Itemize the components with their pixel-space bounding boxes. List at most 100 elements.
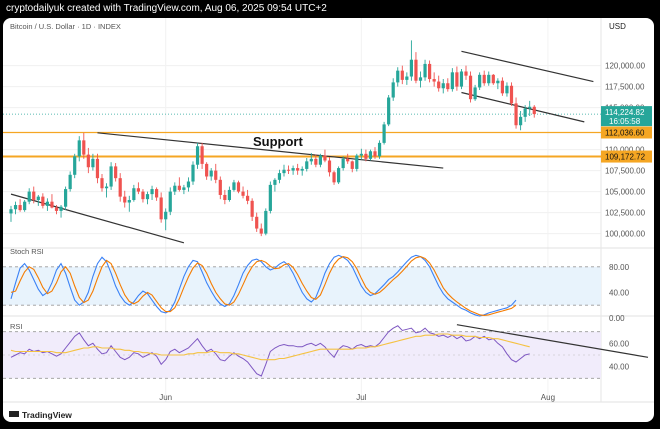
candle-body	[241, 191, 245, 196]
candle-body	[118, 178, 122, 197]
candle-body	[414, 59, 418, 81]
tv-brand: TradingView	[22, 410, 72, 420]
candle-body	[41, 196, 45, 206]
candle-body	[259, 228, 263, 234]
candle-body	[286, 169, 291, 171]
candle-body	[355, 155, 359, 169]
candle-body	[64, 189, 68, 207]
top-caption-bar: cryptodailyuk created with TradingView.c…	[0, 0, 660, 18]
candle-body	[282, 169, 286, 174]
candle-body	[519, 116, 523, 126]
support-annotation: Support	[253, 134, 303, 149]
candle-body	[236, 182, 241, 192]
price-tick-label: 105,000.00	[605, 188, 646, 197]
candle-body	[195, 146, 200, 165]
candle-body	[337, 168, 341, 183]
candle-body	[164, 211, 168, 220]
price-tick-label: 120,000.00	[605, 62, 646, 71]
candle-body	[532, 106, 536, 115]
candle-body	[250, 200, 254, 217]
candle-body	[246, 195, 250, 201]
candle-body	[9, 209, 13, 214]
stoch-tick-label: 0.00	[609, 314, 625, 323]
caption-text: cryptodailyuk created with TradingView.c…	[6, 3, 327, 14]
rsi-title: RSI	[10, 322, 23, 331]
last-price-label: 114,224.82	[605, 108, 645, 117]
candle-body	[68, 174, 72, 190]
candle-body	[505, 85, 509, 94]
price-tick-label: 117,500.00	[605, 83, 645, 92]
candle-body	[432, 79, 436, 82]
candle-body	[377, 142, 382, 157]
support-price-label: 109,172.72	[605, 153, 646, 162]
candle-body	[132, 188, 136, 200]
candle-body	[296, 168, 300, 171]
candle-body	[45, 201, 49, 206]
rsi-tick-label: 60.00	[609, 339, 630, 348]
support-price-badge	[601, 126, 652, 139]
candle-body	[127, 200, 131, 203]
candle-body	[273, 179, 277, 185]
candle-body	[136, 188, 140, 192]
chart-canvas[interactable]: 100,000.00 102,500.00 105,000.00 107,500.00…	[3, 18, 654, 422]
support-price-badge	[601, 150, 652, 163]
candle-body	[523, 108, 527, 117]
candle-body	[177, 185, 181, 190]
candle-body	[82, 140, 86, 155]
candle-body	[382, 124, 386, 143]
last-price-badge	[601, 106, 652, 127]
candle-body	[528, 106, 532, 109]
candles	[9, 40, 536, 237]
candle-body	[255, 216, 259, 229]
candle-body	[32, 191, 36, 200]
currency-label: USD	[609, 22, 626, 31]
stoch-tick-label: 80.00	[609, 263, 630, 272]
candle-body	[441, 83, 445, 89]
candle-body	[323, 155, 327, 161]
candle-body	[173, 185, 177, 192]
price-tick-label: 110,000.00	[605, 146, 645, 155]
time-tick-label: Jun	[159, 393, 172, 402]
candle-body	[455, 72, 459, 87]
price-tick-label: 107,500.00	[605, 167, 646, 176]
symbol-title: Bitcoin / U.S. Dollar · 1D · INDEX	[10, 22, 121, 31]
stoch-d-line	[10, 256, 517, 316]
candle-body	[428, 63, 432, 80]
tradingview-logo: TradingView	[9, 410, 72, 420]
candle-body	[109, 166, 113, 187]
countdown-label: 16:05:58	[609, 117, 641, 126]
candle-body	[168, 191, 172, 212]
candle-body	[95, 158, 100, 179]
price-trendline	[461, 91, 585, 123]
candle-body	[291, 168, 295, 171]
candle-body	[218, 179, 222, 195]
candle-body	[482, 74, 486, 84]
candle-body	[155, 189, 159, 198]
rsi-lines	[10, 325, 530, 377]
candle-body	[418, 77, 423, 81]
candle-body	[350, 161, 354, 169]
candle-body	[487, 74, 491, 84]
candle-body	[277, 173, 282, 180]
candle-body	[27, 191, 31, 202]
grid	[3, 18, 654, 403]
candle-body	[341, 158, 345, 169]
candle-body	[327, 160, 332, 173]
rsi-trendline	[456, 324, 649, 358]
candle-body	[227, 189, 231, 200]
rsi-tick-label: 40.00	[609, 363, 630, 372]
candle-body	[446, 83, 450, 90]
candle-body	[400, 70, 404, 80]
candle-body	[100, 178, 104, 189]
candle-body	[264, 210, 268, 234]
candle-body	[77, 140, 81, 157]
price-trendline	[10, 193, 185, 244]
support-price-label: 112,036.60	[605, 128, 645, 137]
tv-logo-icon	[9, 411, 19, 417]
candle-body	[186, 181, 191, 188]
candle-body	[473, 87, 477, 100]
candle-body	[86, 154, 90, 168]
candle-body	[468, 75, 473, 100]
candle-body	[23, 201, 27, 211]
candle-body	[145, 194, 150, 200]
